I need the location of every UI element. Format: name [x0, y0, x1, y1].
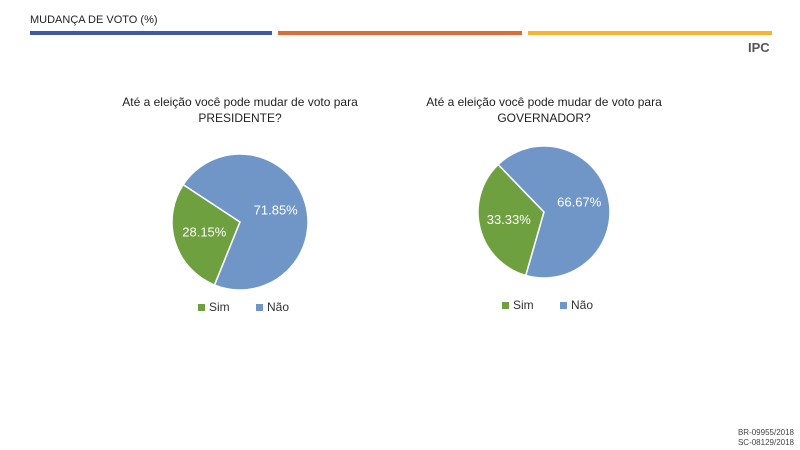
legend-swatch — [502, 302, 509, 309]
pie-slice — [171, 183, 241, 287]
chart-title: Até a eleição você pode mudar de voto pa… — [122, 95, 358, 125]
slide-title: MUDANÇA DE VOTO (%) — [30, 14, 158, 26]
chart-title: Até a eleição você pode mudar de voto pa… — [426, 95, 662, 125]
pie-slice — [477, 163, 545, 277]
rule-yellow — [528, 31, 772, 35]
data-label: 33.33% — [487, 212, 532, 227]
rule-blue — [30, 31, 272, 35]
legend-label: Não — [267, 300, 289, 314]
legend-swatch — [198, 304, 205, 311]
logo: IPC — [748, 40, 770, 55]
legend-label: Sim — [513, 298, 534, 312]
legend-label: Não — [571, 298, 593, 312]
pie-slice — [182, 153, 309, 291]
pie-slice — [497, 145, 611, 279]
data-label: 66.67% — [557, 195, 602, 210]
footer: BR-09955/2018 SC-08129/2018 — [738, 428, 794, 448]
legend-swatch — [560, 302, 567, 309]
data-label: 28.15% — [182, 225, 227, 240]
rule-orange — [278, 31, 522, 35]
footer-code: SC-08129/2018 — [737, 438, 794, 447]
legend-swatch — [256, 304, 263, 311]
data-label: 71.85% — [254, 202, 299, 217]
footer-code: BR-09955/2018 — [737, 428, 794, 437]
legend-label: Sim — [209, 300, 230, 314]
